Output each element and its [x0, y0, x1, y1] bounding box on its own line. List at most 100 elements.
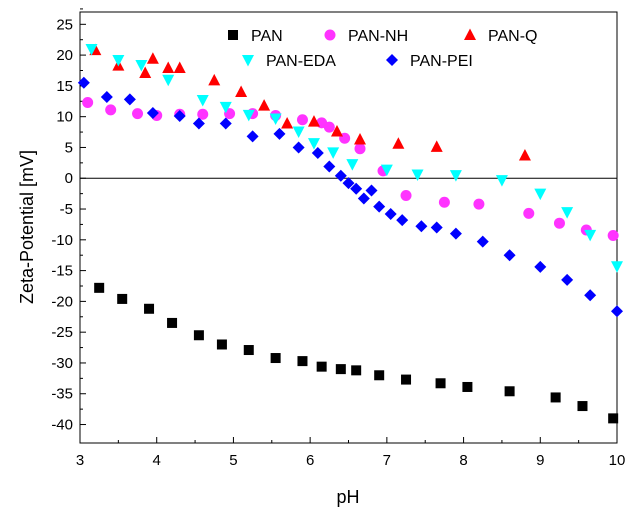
legend-label-pan-nh: PAN-NH: [348, 28, 408, 45]
pan-eda-point: [292, 126, 305, 138]
pan-eda-point: [346, 159, 359, 171]
pan-point: [243, 345, 254, 356]
y-tick-label: 25: [56, 16, 73, 33]
pan-pei-point: [123, 93, 136, 106]
y-tick-label: 20: [56, 47, 73, 64]
pan-eda-point: [219, 101, 232, 114]
pan-pei-point: [342, 177, 355, 190]
y-axis-title: Zeta-Potential [mV]: [17, 150, 37, 304]
pan-q-point: [518, 148, 531, 161]
pan-pei-point: [534, 260, 547, 273]
legend-label-pan-pei: PAN-PEI: [410, 53, 473, 70]
pan-nh-point: [132, 108, 144, 120]
y-tick-label: -25: [51, 324, 73, 341]
x-tick-label: 3: [76, 452, 84, 469]
pan-point: [144, 303, 155, 314]
pan-point: [504, 386, 515, 397]
plot-area-frame: [79, 11, 618, 444]
x-tick-label: 4: [153, 452, 161, 469]
pan-point: [167, 317, 178, 328]
x-axis-ticks: 3 4 5 6 7 8 9 10: [76, 437, 625, 469]
pan-eda-point: [380, 164, 393, 177]
pan-q-point: [330, 124, 343, 137]
pan-eda-point: [135, 59, 148, 72]
pan-nh-point: [296, 114, 308, 126]
y-tick-label: -40: [51, 417, 73, 434]
legend-marker-pan-nh: [324, 29, 336, 41]
pan-pei-point: [273, 127, 286, 140]
pan-point: [117, 293, 128, 304]
x-tick-label: 7: [383, 452, 391, 469]
pan-eda-point: [584, 229, 597, 242]
pan-pei-point: [611, 305, 623, 318]
pan-point: [462, 381, 473, 392]
pan-eda-point: [411, 169, 424, 182]
pan-pei-point: [373, 200, 386, 213]
pan-pei-point: [396, 214, 409, 227]
pan-eda-point: [561, 207, 574, 219]
x-axis-title: pH: [336, 487, 359, 507]
pan-q-point: [162, 61, 175, 74]
legend-label-pan-q: PAN-Q: [488, 28, 537, 45]
pan-pei-point: [584, 289, 597, 302]
pan-eda-point: [495, 175, 508, 187]
pan-point: [94, 282, 105, 293]
pan-q-point: [307, 115, 320, 127]
legend-label-pan-eda: PAN-EDA: [266, 53, 336, 70]
data-markers: [77, 43, 623, 424]
pan-point: [193, 330, 204, 341]
pan-q-point: [258, 99, 271, 111]
pan-pei-point: [561, 273, 574, 286]
pan-q-point: [208, 73, 221, 86]
pan-pei-point: [77, 76, 90, 89]
pan-q-point: [354, 132, 367, 145]
pan-pei-point: [192, 117, 205, 130]
pan-nh-point: [438, 196, 450, 208]
pan-point: [216, 339, 227, 350]
pan-pei-point: [323, 160, 336, 173]
pan-eda-point: [327, 147, 340, 159]
y-axis-ticks: -40 -35 -30 -25 -20 -15 -10 -5 0 5 10 15 20 25: [51, 8, 86, 434]
y-tick-label: 10: [56, 109, 73, 126]
legend-label-pan: PAN: [251, 28, 283, 45]
pan-nh-point: [105, 104, 117, 116]
pan-point: [374, 370, 385, 381]
pan-pei-point: [311, 146, 324, 159]
x-tick-label: 6: [306, 452, 314, 469]
x-tick-label: 9: [536, 452, 544, 469]
pan-pei-point: [384, 207, 397, 220]
x-tick-label: 5: [229, 452, 237, 469]
pan-q-point: [146, 52, 159, 64]
y-tick-label: 5: [65, 139, 73, 156]
y-tick-label: -10: [51, 232, 73, 249]
pan-eda-point: [534, 188, 547, 201]
pan-eda-point: [449, 170, 462, 182]
pan-point: [435, 378, 446, 389]
pan-q-point: [430, 140, 443, 152]
legend: PAN PAN-NH PAN-Q PAN-EDA PAN-PEI: [228, 28, 537, 70]
pan-point: [608, 413, 619, 424]
pan-eda-point: [269, 113, 282, 126]
x-tick-label: 8: [459, 452, 467, 469]
pan-q-point: [139, 66, 152, 78]
y-tick-label: -30: [51, 355, 73, 372]
pan-pei-point: [357, 192, 370, 205]
y-tick-label: -5: [60, 201, 73, 218]
pan-point: [270, 353, 281, 364]
pan-pei-point: [365, 184, 378, 197]
y-tick-label: 0: [65, 170, 73, 187]
pan-eda-point: [112, 55, 125, 67]
pan-eda-point: [85, 43, 98, 56]
pan-q-point: [281, 116, 294, 129]
pan-q-point: [392, 137, 405, 149]
legend-marker-pan-pei: [386, 54, 398, 66]
x-tick-label: 10: [609, 452, 625, 469]
pan-pei-point: [449, 227, 462, 240]
pan-nh-point: [473, 198, 485, 210]
y-tick-label: 15: [56, 78, 73, 95]
pan-eda-point: [307, 138, 320, 150]
pan-point: [335, 364, 346, 375]
pan-pei-point: [476, 235, 489, 248]
pan-point: [577, 401, 588, 412]
legend-marker-pan-q: [464, 28, 476, 40]
